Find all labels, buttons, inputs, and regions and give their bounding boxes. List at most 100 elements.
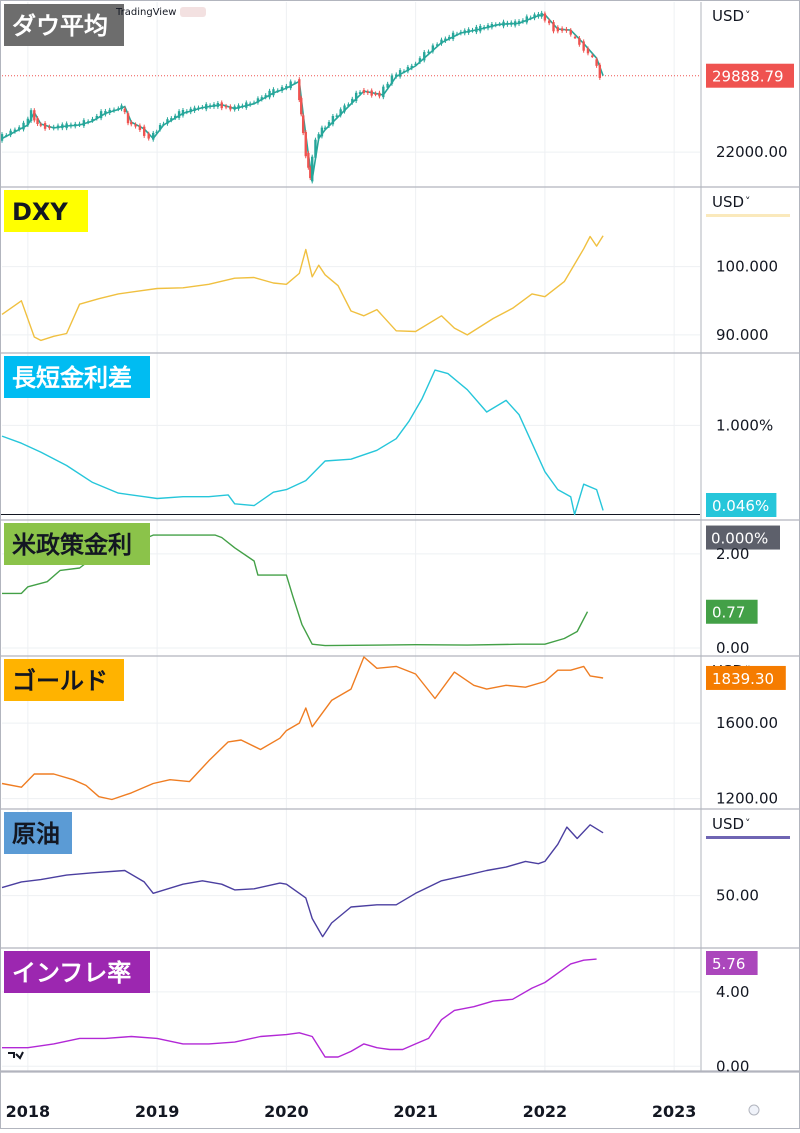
candle-body [573,36,577,39]
pane-title-box [4,190,88,232]
logo-icon[interactable] [8,1051,24,1060]
zero-value-label: 0.000% [711,530,768,548]
candle-body [578,38,581,45]
currency-label[interactable]: USD [712,7,744,25]
candle-body [390,75,394,84]
candle-body [444,38,447,42]
pane-3[interactable]: 長短金利差 1.000% 0.046% 0.000% [0,356,800,550]
last-value-box [706,599,758,624]
candle-body [95,115,98,119]
pane-7[interactable]: インフレ率 4.00 0.00 5.76 [0,951,800,1075]
candle-body [301,115,305,134]
time-axis[interactable]: 2018 2019 2020 2021 2022 2023 [6,1102,697,1121]
candle-body [586,48,590,54]
pane-title: ゴールド [12,667,108,695]
axis-tick-label: 1200.00 [716,790,778,808]
pane-title-box [4,812,72,854]
candle-body [108,109,111,113]
currency-caret[interactable]: ˅ [745,817,751,830]
candle-body [314,139,317,158]
currency-caret[interactable]: ˅ [745,9,751,22]
settings-icon[interactable] [180,7,206,17]
candle-body [9,130,12,136]
candle-body [486,25,490,29]
candle-body [205,104,208,110]
candle-body [459,31,463,34]
candle-body [323,127,327,130]
candle-body [285,85,288,89]
currency-caret[interactable]: ˅ [745,195,751,208]
candle-body [343,105,346,112]
candle-body [327,122,331,126]
candle-body [170,118,173,121]
candle-body [448,36,451,39]
candle-body [134,124,137,127]
axis-tick-label: 100.000 [716,258,778,276]
candle-body [418,58,422,63]
pane-title-box [4,4,124,46]
candle-body [490,24,494,28]
last-value-label: 5.76 [712,955,745,973]
candle-body [289,81,292,89]
candle-body [197,107,200,110]
candle-body [177,111,181,118]
time-axis-label: 2018 [6,1102,51,1121]
pane-6[interactable]: 原油 USD ˅ 50.00 [0,812,800,949]
candle-body [569,30,572,35]
candle-body [358,92,362,94]
candle-body [155,131,158,134]
candle-body [123,108,126,113]
candle-body [423,52,426,61]
candle-body [598,64,602,78]
candle-body [347,104,350,106]
candle-body [5,135,8,137]
pane-title-box [4,523,150,565]
candle-body [69,124,73,127]
time-axis-label: 2023 [652,1102,697,1121]
candle-body [543,13,547,21]
auto-scale-icon[interactable] [748,1104,760,1116]
candle-body [455,33,459,36]
pane-title-box [4,356,150,398]
candle-body [529,17,532,20]
pane-title: インフレ率 [12,959,131,987]
last-value-label: 29888.79 [712,68,784,86]
candle-body [521,20,525,22]
time-axis-label: 2019 [135,1102,180,1121]
pane-title-box [4,951,150,993]
axis-tick-label: 1.000% [716,416,773,434]
pane-title: 米政策金利 [12,531,132,559]
candle-body [120,105,123,110]
axis-tick-label: 0.00 [716,1057,749,1075]
candle-body [147,133,150,139]
candle-body [547,20,551,24]
pane-4[interactable]: 米政策金利 2.00 0.00 0.77 [0,523,800,657]
candle-body [533,14,536,19]
candle-body [335,115,338,118]
currency-label[interactable]: USD [712,193,744,211]
pane-2[interactable]: DXY USD ˅ 100.000 90.000 [0,190,800,354]
scale-highlight [706,214,790,217]
candle-body [56,125,60,129]
candle-body [174,115,177,119]
pane-title: DXY [12,198,68,226]
last-value-label: 0.046% [712,497,769,515]
candle-body [126,113,130,124]
candle-body [26,118,30,125]
candle-body [307,152,310,168]
currency-label[interactable]: USD [712,815,744,833]
candle-body [293,82,297,85]
last-value-label: 1839.30 [712,670,774,688]
candle-body [36,118,39,125]
candle-body [268,90,271,98]
candle-body [556,27,560,32]
candle-body [382,86,385,98]
candle-body [152,132,155,140]
series-line [2,958,597,1058]
candle-body [351,98,354,103]
pane-1[interactable]: ダウ平均 USD ˅ 22000.00 29888.79 [0,4,800,188]
candle-body [339,109,342,116]
